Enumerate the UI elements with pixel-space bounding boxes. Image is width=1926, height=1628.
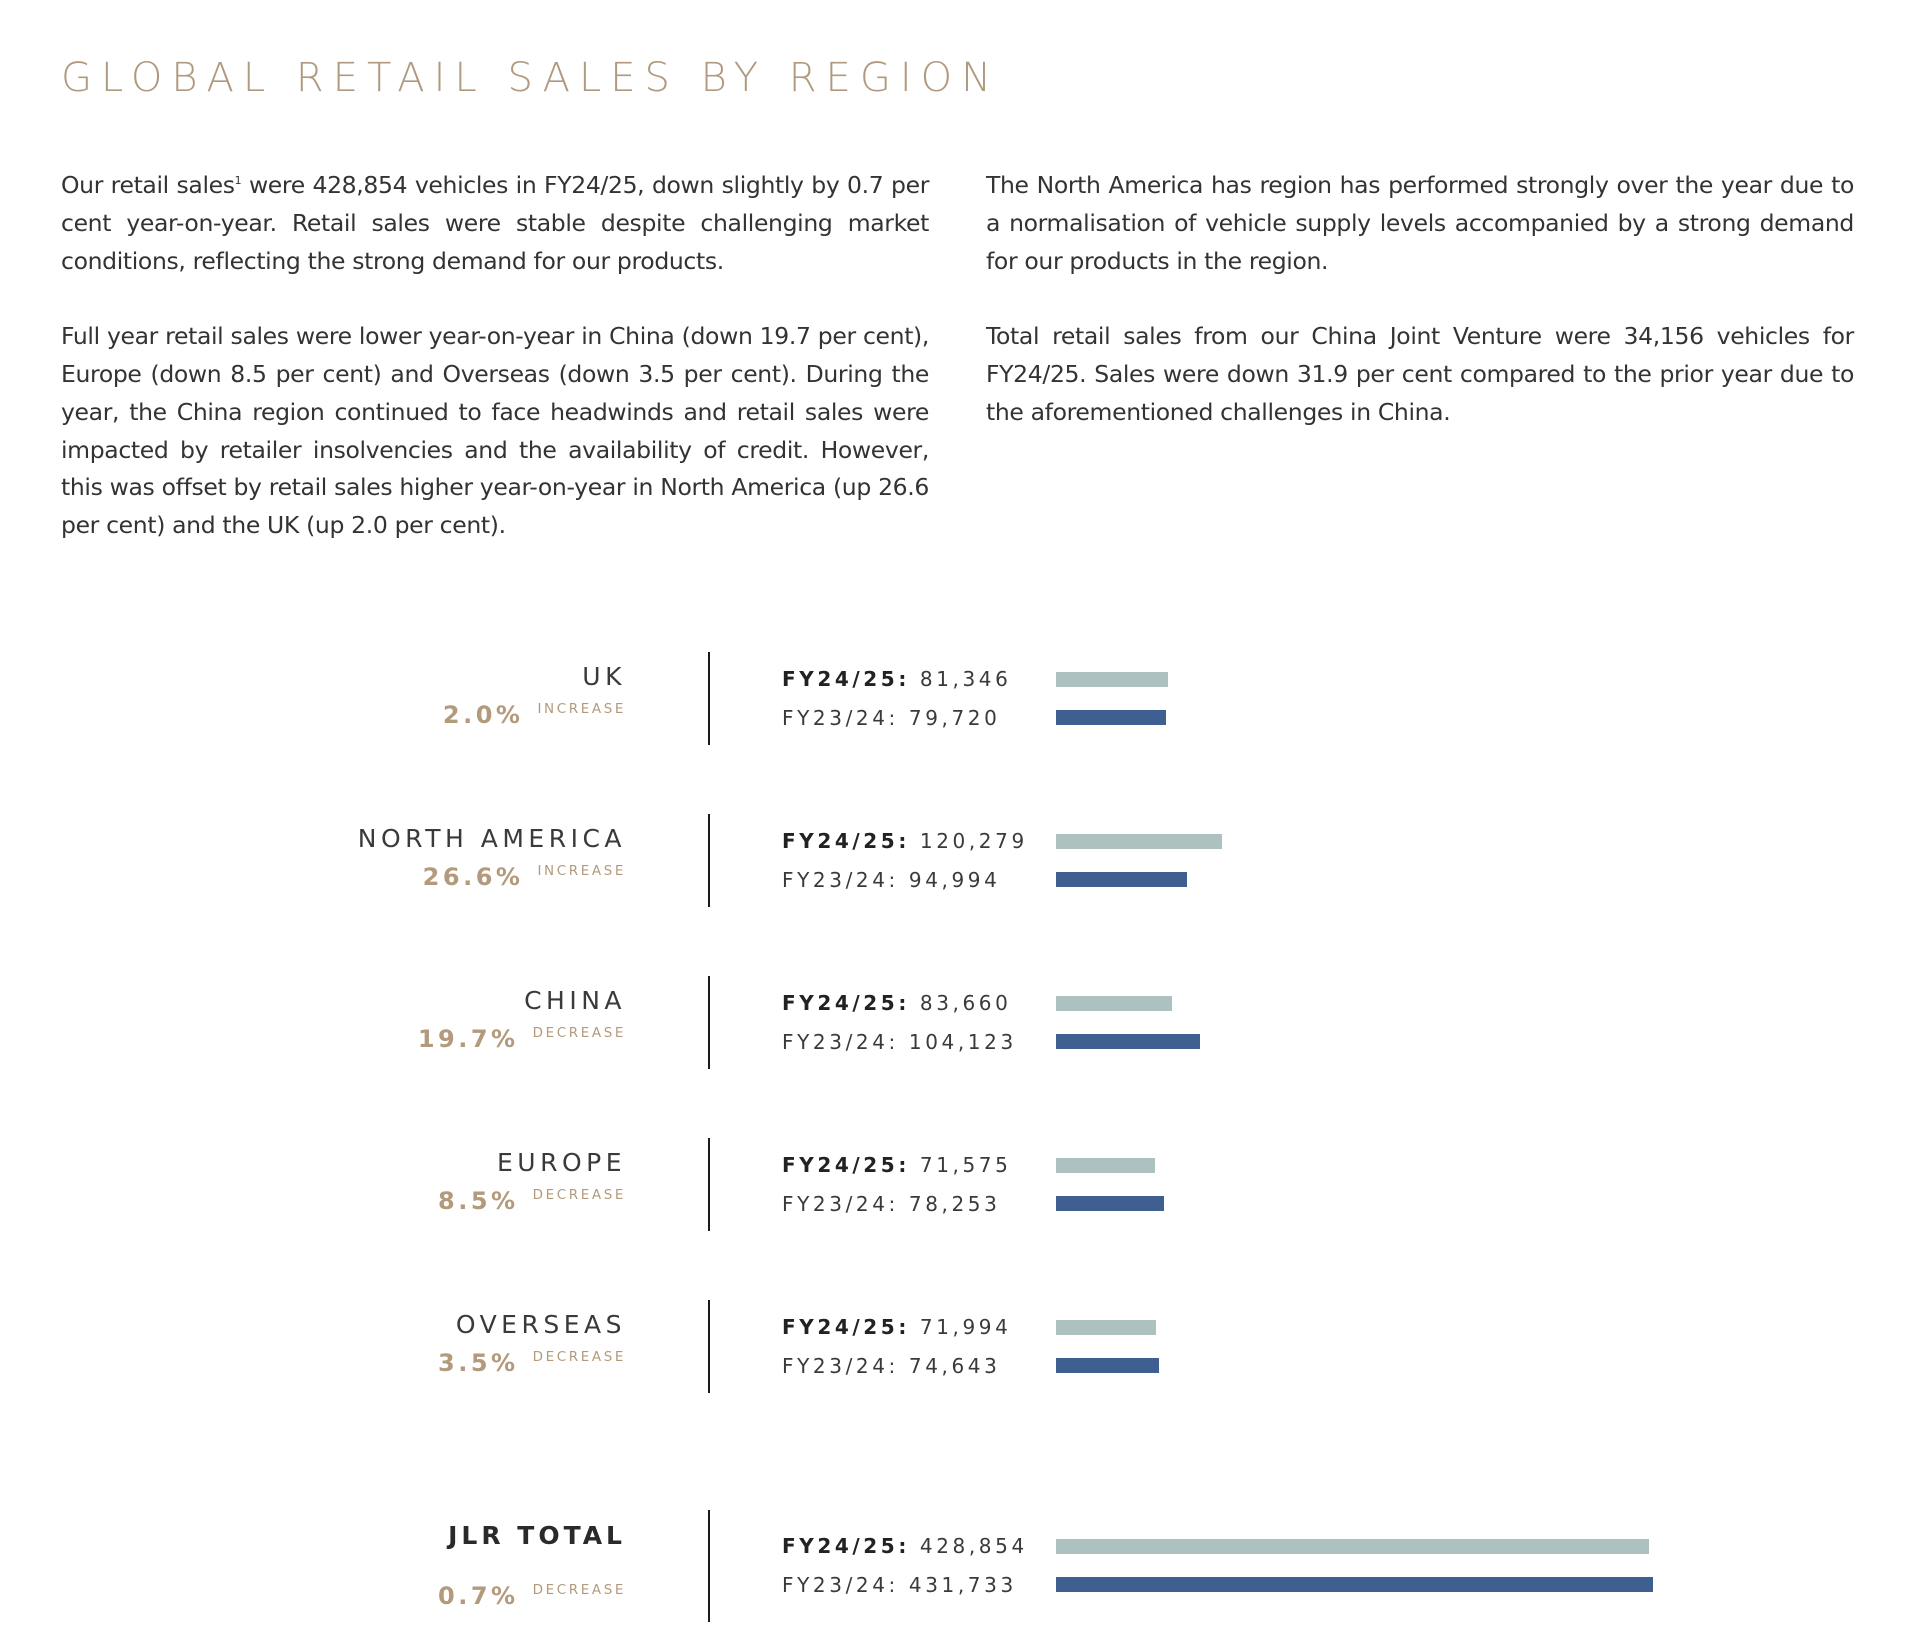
value-label: 428,854 — [909, 1534, 1028, 1558]
fy-previous-label-china: FY23/24: 104,123 — [782, 1030, 1017, 1054]
intro-paragraph: Our retail sales1 were 428,854 vehicles … — [61, 167, 929, 280]
bar-current-china — [1056, 996, 1172, 1011]
region-name-jlr-total: JLR TOTAL — [448, 1521, 626, 1550]
bar-previous-europe — [1056, 1196, 1164, 1211]
intro-text: were 428,854 vehicles in FY24/25, down s… — [61, 171, 930, 275]
value-label: 431,733 — [898, 1573, 1017, 1597]
bar-previous-jlr-total — [1056, 1577, 1653, 1592]
change-direction: DECREASE — [532, 1349, 626, 1365]
fy-current-label-overseas: FY24/25: 71,994 — [782, 1315, 1011, 1339]
fy-current-label-north-america: FY24/25: 120,279 — [782, 829, 1028, 853]
change-direction: INCREASE — [537, 701, 626, 717]
bar-current-jlr-total — [1056, 1539, 1649, 1554]
change-direction: DECREASE — [532, 1187, 626, 1203]
value-label: 79,720 — [898, 706, 1001, 730]
intro-right-column: The North America has region has perform… — [986, 167, 1854, 469]
region-name-north-america: NORTH AMERICA — [357, 824, 626, 853]
fy-previous-label-overseas: FY23/24: 74,643 — [782, 1354, 1000, 1378]
region-divider-overseas — [708, 1300, 710, 1393]
series-label: FY24/25: — [782, 829, 910, 853]
fy-current-label-uk: FY24/25: 81,346 — [782, 667, 1011, 691]
fy-previous-label-europe: FY23/24: 78,253 — [782, 1192, 1000, 1216]
value-label: 78,253 — [898, 1192, 1001, 1216]
series-label: FY23/24: — [782, 706, 899, 730]
intro-text: Our retail sales — [61, 171, 235, 199]
region-divider-uk — [708, 652, 710, 745]
change-percent: 3.5% — [438, 1349, 519, 1377]
series-label: FY23/24: — [782, 1573, 899, 1597]
change-percent: 2.0% — [442, 701, 524, 729]
region-change-uk: 2.0% INCREASE — [443, 701, 626, 729]
region-divider-north-america — [708, 814, 710, 907]
change-percent: 8.5% — [438, 1187, 519, 1215]
series-label: FY23/24: — [782, 868, 899, 892]
series-label: FY23/24: — [782, 1354, 899, 1378]
bar-current-north-america — [1056, 834, 1222, 849]
region-name-europe: EUROPE — [496, 1148, 626, 1177]
change-direction: DECREASE — [532, 1582, 626, 1598]
series-label: FY23/24: — [782, 1030, 899, 1054]
value-label: 104,123 — [898, 1030, 1017, 1054]
bar-current-overseas — [1056, 1320, 1156, 1335]
footnote-marker: 1 — [234, 174, 242, 187]
region-divider-jlr-total — [708, 1510, 710, 1622]
region-divider-europe — [708, 1138, 710, 1231]
fy-previous-label-uk: FY23/24: 79,720 — [782, 706, 1000, 730]
bar-previous-overseas — [1056, 1358, 1159, 1373]
series-label: FY23/24: — [782, 1192, 899, 1216]
fy-current-label-europe: FY24/25: 71,575 — [782, 1153, 1011, 1177]
change-percent: 26.6% — [422, 863, 524, 891]
series-label: FY24/25: — [782, 991, 910, 1015]
region-name-overseas: OVERSEAS — [455, 1310, 626, 1339]
change-percent: 19.7% — [417, 1025, 519, 1053]
bar-previous-north-america — [1056, 872, 1187, 887]
series-label: FY24/25: — [782, 667, 910, 691]
region-change-overseas: 3.5% DECREASE — [438, 1349, 626, 1377]
series-label: FY24/25: — [782, 1315, 910, 1339]
fy-current-label-jlr-total: FY24/25: 428,854 — [782, 1534, 1028, 1558]
page-title: GLOBAL RETAIL SALES BY REGION — [61, 55, 1001, 101]
fy-current-label-china: FY24/25: 83,660 — [782, 991, 1011, 1015]
bar-current-europe — [1056, 1158, 1155, 1173]
bar-previous-china — [1056, 1034, 1200, 1049]
bar-current-uk — [1056, 672, 1168, 687]
region-change-north-america: 26.6% INCREASE — [423, 863, 626, 891]
value-label: 83,660 — [909, 991, 1012, 1015]
change-direction: INCREASE — [537, 863, 626, 879]
intro-left-column: Our retail sales1 were 428,854 vehicles … — [61, 167, 929, 583]
region-change-jlr-total: 0.7% DECREASE — [438, 1582, 626, 1610]
region-change-china: 19.7% DECREASE — [418, 1025, 626, 1053]
value-label: 74,643 — [898, 1354, 1001, 1378]
value-label: 94,994 — [898, 868, 1001, 892]
region-name-china: CHINA — [524, 986, 626, 1015]
region-change-europe: 8.5% DECREASE — [438, 1187, 626, 1215]
series-label: FY24/25: — [782, 1534, 910, 1558]
change-direction: DECREASE — [532, 1025, 626, 1041]
series-label: FY24/25: — [782, 1153, 910, 1177]
fy-previous-label-jlr-total: FY23/24: 431,733 — [782, 1573, 1017, 1597]
value-label: 71,575 — [909, 1153, 1012, 1177]
bar-previous-uk — [1056, 710, 1166, 725]
intro-paragraph: Full year retail sales were lower year-o… — [61, 322, 929, 540]
intro-paragraph: Total retail sales from our China Joint … — [986, 322, 1854, 426]
region-name-uk: UK — [582, 662, 626, 691]
region-divider-china — [708, 976, 710, 1069]
change-percent: 0.7% — [438, 1582, 519, 1610]
intro-paragraph: The North America has region has perform… — [986, 171, 1854, 275]
value-label: 120,279 — [909, 829, 1028, 853]
value-label: 81,346 — [909, 667, 1012, 691]
fy-previous-label-north-america: FY23/24: 94,994 — [782, 868, 1000, 892]
value-label: 71,994 — [909, 1315, 1012, 1339]
